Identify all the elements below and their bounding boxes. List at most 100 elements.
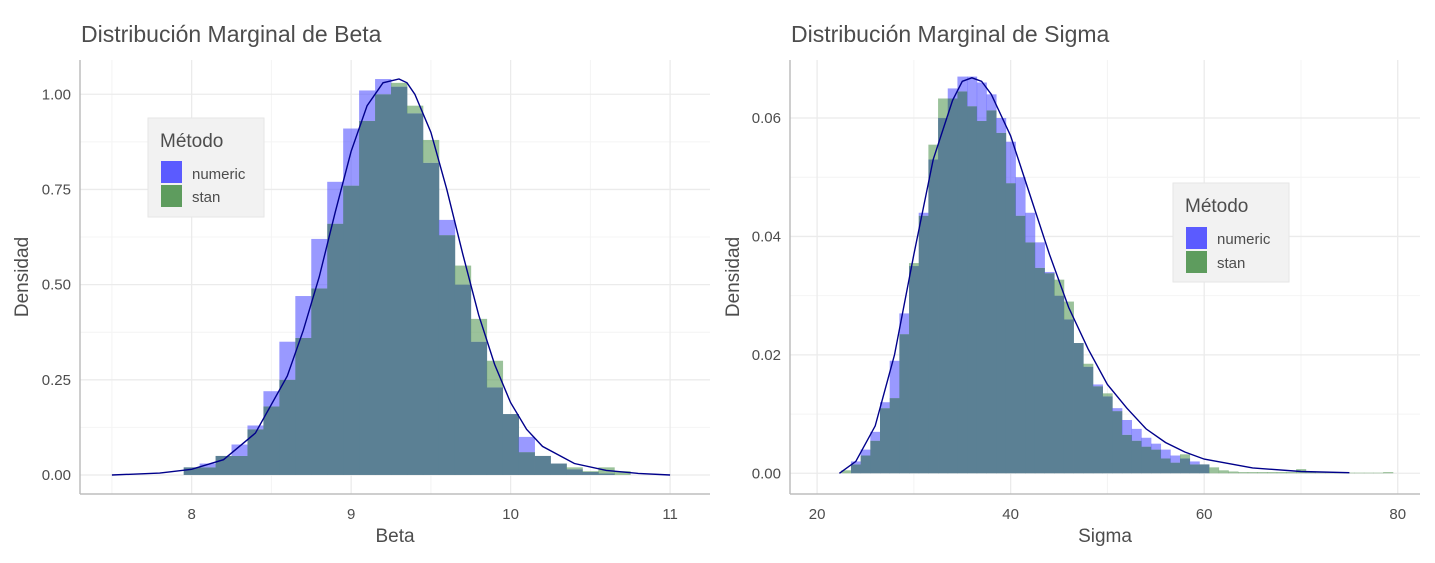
histogram-bar-overlap — [263, 406, 280, 475]
histogram-bar-numeric — [1015, 177, 1026, 216]
legend-swatch-stan — [1186, 251, 1207, 273]
histogram-bar-overlap — [1083, 366, 1094, 474]
y-tick-label: 0.25 — [42, 372, 71, 389]
histogram-bar-overlap — [550, 463, 567, 475]
histogram-bar-numeric — [1112, 408, 1123, 412]
histogram-bar-overlap — [1180, 458, 1191, 474]
histogram-bar-stan — [1363, 472, 1374, 474]
histogram-bar-numeric — [986, 94, 997, 111]
histogram-bar-stan — [1373, 472, 1384, 474]
histogram-bar-overlap — [327, 223, 344, 475]
histogram-bar-overlap — [375, 94, 392, 475]
histogram-bar-overlap — [899, 334, 910, 474]
histogram-bar-stan — [1286, 472, 1297, 474]
chart-title: Distribución Marginal de Sigma — [791, 21, 1110, 47]
histogram-bar-overlap — [279, 379, 296, 475]
histogram-bar-numeric — [327, 181, 344, 224]
histogram-bar-overlap — [938, 118, 949, 474]
histogram-bar-numeric — [918, 212, 929, 216]
histogram-bar-stan — [470, 318, 488, 342]
histogram-bar-overlap — [1121, 434, 1133, 474]
histogram-bar-overlap — [880, 408, 891, 474]
histogram-bar-stan — [486, 360, 504, 388]
histogram-bar-stan — [1209, 467, 1220, 474]
histogram-bar-stan — [1247, 472, 1258, 474]
y-tick-label: 0.50 — [42, 277, 71, 294]
histogram-bar-overlap — [454, 284, 472, 475]
x-tick-label: 9 — [347, 506, 355, 523]
x-tick-label: 60 — [1196, 506, 1213, 523]
legend-swatch-numeric — [1186, 227, 1207, 249]
histogram-bar-stan — [1218, 470, 1229, 474]
histogram-bar-stan — [841, 470, 852, 474]
histogram-bar-overlap — [1063, 319, 1074, 474]
histogram-bar-overlap — [1170, 462, 1181, 474]
histogram-bar-numeric — [1131, 428, 1142, 441]
histogram-bar-overlap — [1199, 464, 1210, 474]
histogram-bar-stan — [1305, 472, 1316, 474]
x-tick-label: 40 — [1002, 506, 1019, 523]
histogram-bar-overlap — [1131, 440, 1142, 474]
histogram-bar-overlap — [1015, 215, 1026, 474]
histogram-bar-overlap — [534, 455, 551, 475]
legend-swatch-stan — [161, 185, 182, 207]
legend: Método numeric stan — [147, 117, 265, 218]
histogram-bar-overlap — [199, 467, 216, 475]
histogram-bar-overlap — [870, 440, 881, 474]
histogram-bar-overlap — [1025, 242, 1036, 474]
beta-panel: Distribución Marginal de Beta 8 9 10 11 0.00… — [12, 21, 710, 547]
histogram-bar-overlap — [967, 106, 978, 474]
legend-title: Método — [1185, 196, 1248, 217]
histogram-bar-numeric — [889, 360, 900, 399]
histogram-bar-overlap — [311, 288, 328, 475]
histogram-bar-overlap — [928, 159, 939, 474]
histogram-bar-overlap — [1044, 273, 1055, 474]
x-tick-label: 20 — [809, 506, 826, 523]
histogram-bar-numeric — [279, 341, 296, 380]
histogram-bar-overlap — [183, 467, 201, 475]
histogram-bar-numeric — [295, 296, 312, 338]
histogram-bar-stan — [1054, 279, 1065, 296]
histogram-bar-stan — [938, 98, 949, 119]
axes: 20 40 60 80 0.00 0.02 0.04 0.06 — [752, 60, 1420, 523]
histogram-bar-stan — [406, 105, 424, 114]
histogram-bar-overlap — [598, 473, 615, 475]
histogram-bar-overlap — [343, 185, 360, 475]
histogram-bar-overlap — [391, 86, 408, 475]
histogram-bar-numeric — [1025, 212, 1036, 243]
histogram-bar-stan — [1325, 472, 1336, 474]
histogram-bar-numeric — [1092, 384, 1103, 387]
histogram-bar-numeric — [976, 82, 987, 121]
histogram-bar-overlap — [486, 387, 504, 475]
histogram-bar-overlap — [957, 91, 968, 474]
histogram-bar-overlap — [850, 464, 862, 474]
histogram-bar-overlap — [231, 455, 248, 475]
plot-area — [838, 76, 1394, 474]
histogram-bar-overlap — [889, 398, 900, 474]
histogram-bar-numeric — [311, 238, 328, 289]
y-axis-label: Densidad — [12, 237, 33, 317]
histogram-bar-overlap — [1034, 267, 1045, 474]
density-curve — [111, 78, 671, 476]
histogram-bar-numeric — [947, 88, 958, 99]
histogram-bar-overlap — [470, 341, 488, 475]
plot-area — [111, 78, 671, 476]
histogram-bar-numeric — [343, 128, 360, 186]
histogram-bar-overlap — [976, 120, 987, 474]
x-tick-label: 80 — [1389, 506, 1406, 523]
histogram-bar-overlap — [996, 132, 1007, 474]
density-curve — [838, 77, 1350, 474]
x-axis-label: Sigma — [1078, 526, 1132, 547]
histogram-bar-overlap — [947, 98, 958, 474]
histogram-bar-overlap — [566, 469, 583, 475]
histogram-bar-stan — [909, 263, 920, 267]
histogram-bar-numeric — [263, 391, 280, 407]
histogram-bar-numeric — [996, 118, 1007, 133]
histogram-bar-stan — [1257, 472, 1268, 474]
histogram-bar-numeric — [850, 461, 862, 465]
y-tick-label: 1.00 — [42, 86, 71, 103]
histogram-bar-stan — [1354, 472, 1365, 474]
histogram-bar-numeric — [1044, 271, 1055, 274]
